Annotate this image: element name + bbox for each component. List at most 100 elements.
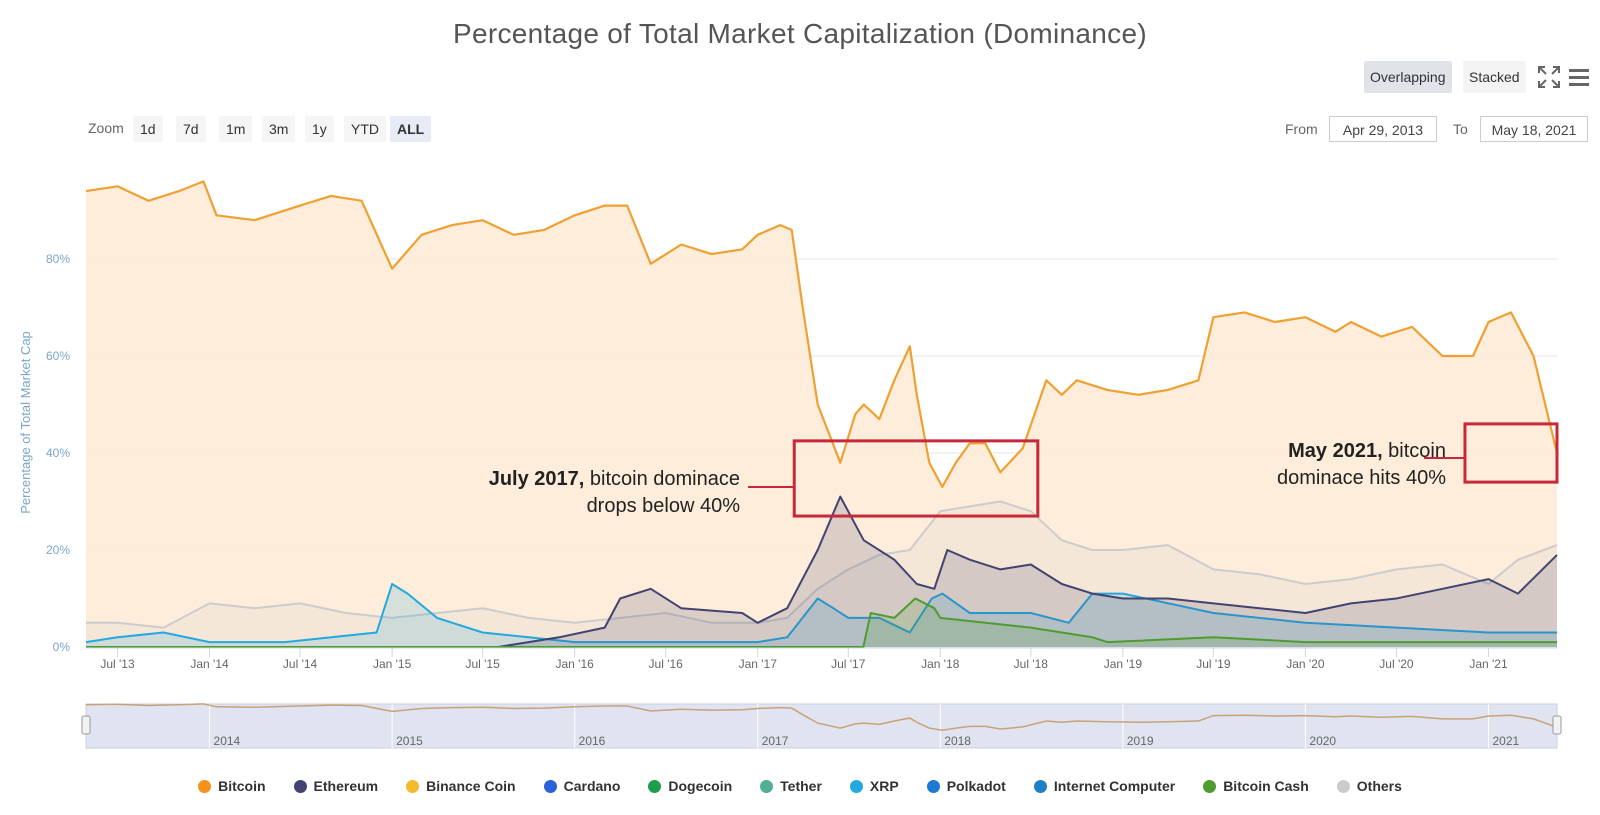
legend-label: XRP [869,778,899,794]
series-area-xrp [86,584,1557,647]
legend-item-polkadot[interactable]: Polkadot [926,775,1006,797]
x-tick-label: Jan '17 [739,657,778,671]
series-line-ethereum [86,495,1558,648]
legend-item-ethereum[interactable]: Ethereum [293,775,379,797]
y-tick-label: 40% [46,446,70,460]
legend-dot [198,779,212,793]
y-tick-label: 20% [46,543,70,557]
legend-label: Internet Computer [1053,778,1176,794]
legend-item-xrp[interactable]: XRP [849,775,899,797]
legend-dot [1336,779,1350,793]
navigator-label: 2020 [1309,734,1336,748]
zoom-1m-button[interactable]: 1m [219,116,253,142]
legend-dot [1203,779,1217,793]
x-tick-label: Jan '19 [1104,657,1143,671]
legend-label: Bitcoin Cash [1223,778,1309,794]
legend-label: Cardano [563,778,621,794]
navigator-label: 2014 [214,734,241,748]
navigator-label: 2016 [579,734,606,748]
menu-icon[interactable] [1567,66,1591,88]
x-tick-label: Jul '15 [465,657,500,671]
x-tick-label: Jan '18 [921,657,960,671]
series-line-xrp [85,583,1557,644]
y-tick-label: 0% [53,640,71,654]
x-tick-label: Jul '20 [1379,657,1414,671]
to-label: To [1453,121,1468,137]
highlight-box-may-2021 [1463,422,1559,484]
legend-item-others[interactable]: Others [1336,775,1402,797]
y-axis-label: Percentage of Total Market Cap [18,331,33,514]
legend-label: Tether [780,778,822,794]
legend-label: Bitcoin [218,778,266,794]
from-date-input[interactable]: Apr 29, 2013 [1329,116,1437,142]
legend-item-binance-coin[interactable]: Binance Coin [406,775,516,797]
x-tick-label: Jul '14 [283,657,318,671]
x-tick-label: Jul '17 [831,657,866,671]
legend-dot [648,779,662,793]
navigator-label: 2018 [944,734,971,748]
annotation-may-2021-bold: May 2021, [1288,440,1383,462]
legend-label: Binance Coin [426,778,516,794]
x-tick-label: Jul '19 [1196,657,1231,671]
y-tick-label: 60% [46,349,70,363]
legend-item-bitcoin-cash[interactable]: Bitcoin Cash [1203,775,1309,797]
legend-label: Ethereum [313,778,379,794]
legend: Bitcoin Ethereum Binance Coin Cardano Do… [0,775,1600,797]
annotation-july-2017: July 2017, bitcoin dominace drops below … [420,466,740,520]
series-area-ethereum [86,496,1557,647]
legend-dot [406,779,420,793]
annotation-may-2021-line2: dominace hits 40% [1277,467,1446,489]
legend-item-tether[interactable]: Tether [760,775,822,797]
zoom-1d-button[interactable]: 1d [133,116,163,142]
to-date-input[interactable]: May 18, 2021 [1480,116,1588,142]
legend-dot [849,779,863,793]
legend-dot [543,779,557,793]
zoom-3m-button[interactable]: 3m [262,116,296,142]
zoom-1y-button[interactable]: 1y [305,116,334,142]
navigator-handle-right[interactable] [1552,715,1562,735]
legend-label: Dogecoin [668,778,733,794]
annotation-may-2021-text: bitcoin [1382,440,1446,462]
navigator-mask[interactable] [85,703,1558,749]
zoom-label: Zoom [88,120,124,136]
highlight-box-july-2017 [792,439,1040,518]
navigator-label: 2021 [1492,734,1519,748]
legend-dot [1033,779,1047,793]
series-area-others [86,501,1557,647]
legend-item-bitcoin[interactable]: Bitcoin [198,775,266,797]
annotation-may-2021: May 2021, bitcoin dominace hits 40% [1186,438,1446,492]
x-tick-label: Jul '13 [100,657,135,671]
zoom-all-button[interactable]: ALL [390,116,432,142]
annotation-july-2017-bold: July 2017, [488,468,585,490]
x-tick-label: Jan '14 [190,657,229,671]
series-line-bitcoin [85,180,1559,488]
x-tick-label: Jan '21 [1469,657,1508,671]
navigator-label: 2015 [396,734,423,748]
legend-item-internet-computer[interactable]: Internet Computer [1033,775,1176,797]
zoom-7d-button[interactable]: 7d [176,116,206,142]
legend-item-dogecoin[interactable]: Dogecoin [648,775,732,797]
navigator-handle-left[interactable] [81,715,91,735]
chart-title: Percentage of Total Market Capitalizatio… [453,18,1147,49]
x-tick-label: Jul '16 [649,657,684,671]
legend-item-cardano[interactable]: Cardano [543,775,621,797]
series-line-bch [86,597,1557,648]
navigator-series [85,703,1558,731]
annotation-july-2017-line2: drops below 40% [586,495,740,517]
zoom-ytd-button[interactable]: YTD [344,116,386,142]
legend-dot [760,779,774,793]
legend-dot [293,779,307,793]
x-tick-label: Jan '20 [1286,657,1325,671]
legend-label: Polkadot [946,778,1006,794]
expand-icon[interactable] [1536,64,1562,90]
stacked-button[interactable]: Stacked [1463,61,1526,93]
x-tick-label: Jan '16 [556,657,595,671]
from-label: From [1285,121,1318,137]
navigator-label: 2019 [1127,734,1154,748]
series-area-bitcoin [86,181,1557,647]
overlapping-button[interactable]: Overlapping [1364,61,1452,93]
y-tick-label: 80% [46,252,70,266]
series-line-others [86,500,1558,629]
legend-label: Others [1356,778,1402,794]
